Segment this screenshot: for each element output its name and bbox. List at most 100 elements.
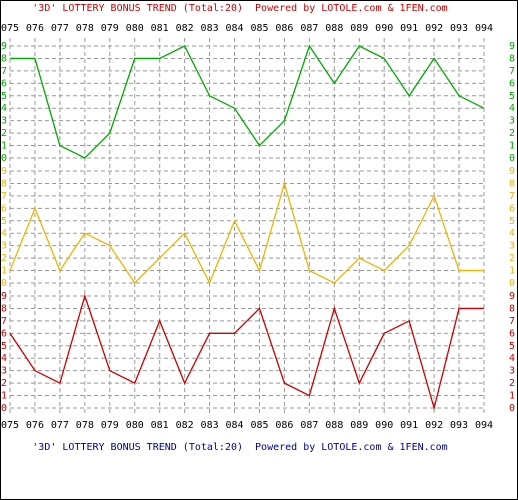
x-tick-label: 079 bbox=[101, 420, 119, 431]
y-tick-label: 5 bbox=[1, 341, 7, 352]
x-tick-label: 076 bbox=[26, 23, 44, 34]
y-tick-label: 9 bbox=[509, 41, 515, 52]
y-tick-label: 6 bbox=[1, 328, 7, 339]
chart-title: '3D' LOTTERY BONUS TREND (Total:20) Powe… bbox=[32, 3, 447, 14]
y-tick-label: 2 bbox=[1, 128, 7, 139]
x-tick-label: 079 bbox=[101, 23, 119, 34]
x-tick-label: 090 bbox=[375, 420, 393, 431]
x-tick-label: 077 bbox=[51, 23, 69, 34]
y-tick-label: 9 bbox=[1, 166, 7, 177]
x-tick-label: 080 bbox=[126, 420, 144, 431]
y-tick-label: 5 bbox=[1, 91, 7, 102]
y-tick-label: 4 bbox=[509, 103, 515, 114]
x-tick-label: 085 bbox=[250, 23, 268, 34]
y-tick-label: 0 bbox=[1, 278, 7, 289]
y-tick-label: 1 bbox=[1, 391, 7, 402]
x-tick-label: 094 bbox=[475, 23, 493, 34]
y-tick-label: 2 bbox=[1, 253, 7, 264]
y-tick-label: 5 bbox=[509, 341, 515, 352]
x-tick-label: 088 bbox=[325, 23, 343, 34]
x-tick-label: 081 bbox=[151, 23, 169, 34]
x-tick-label: 086 bbox=[275, 23, 293, 34]
y-tick-label: 9 bbox=[509, 291, 515, 302]
x-tick-label: 075 bbox=[1, 420, 19, 431]
y-tick-label: 1 bbox=[509, 141, 515, 152]
x-tick-label: 093 bbox=[450, 23, 468, 34]
y-tick-label: 8 bbox=[509, 178, 515, 189]
y-tick-label: 6 bbox=[509, 78, 515, 89]
x-tick-label: 083 bbox=[201, 420, 219, 431]
y-tick-label: 0 bbox=[509, 153, 515, 164]
y-tick-label: 8 bbox=[1, 53, 7, 64]
y-tick-label: 6 bbox=[1, 78, 7, 89]
y-tick-label: 1 bbox=[509, 391, 515, 402]
x-tick-label: 077 bbox=[51, 420, 69, 431]
trend-line bbox=[10, 44, 485, 159]
x-tick-label: 089 bbox=[350, 23, 368, 34]
y-tick-label: 2 bbox=[509, 253, 515, 264]
y-tick-label: 6 bbox=[1, 203, 7, 214]
y-tick-label: 2 bbox=[509, 378, 515, 389]
y-tick-label: 8 bbox=[1, 303, 7, 314]
y-tick-label: 4 bbox=[1, 103, 7, 114]
y-tick-label: 4 bbox=[1, 228, 7, 239]
y-tick-label: 6 bbox=[509, 328, 515, 339]
x-tick-label: 082 bbox=[176, 23, 194, 34]
y-tick-label: 3 bbox=[509, 366, 515, 377]
y-tick-label: 8 bbox=[509, 303, 515, 314]
y-tick-label: 6 bbox=[509, 203, 515, 214]
y-tick-label: 9 bbox=[1, 41, 7, 52]
x-tick-label: 086 bbox=[275, 420, 293, 431]
y-tick-label: 1 bbox=[1, 141, 7, 152]
trend-line bbox=[9, 181, 484, 285]
y-tick-label: 1 bbox=[1, 266, 7, 277]
y-tick-label: 7 bbox=[1, 316, 7, 327]
y-tick-label: 7 bbox=[1, 66, 7, 77]
y-tick-label: 2 bbox=[509, 128, 515, 139]
x-tick-label: 076 bbox=[26, 420, 44, 431]
x-tick-label: 093 bbox=[450, 420, 468, 431]
y-tick-label: 7 bbox=[1, 191, 7, 202]
x-tick-label: 085 bbox=[250, 420, 268, 431]
x-tick-label: 087 bbox=[300, 420, 318, 431]
x-tick-label: 092 bbox=[425, 420, 443, 431]
y-tick-label: 0 bbox=[509, 403, 515, 414]
y-tick-label: 8 bbox=[509, 53, 515, 64]
y-tick-label: 3 bbox=[1, 366, 7, 377]
x-tick-label: 084 bbox=[225, 23, 243, 34]
x-tick-label: 092 bbox=[425, 23, 443, 34]
x-tick-label: 078 bbox=[76, 23, 94, 34]
y-tick-label: 7 bbox=[509, 66, 515, 77]
x-tick-label: 091 bbox=[400, 420, 418, 431]
x-tick-label: 089 bbox=[350, 420, 368, 431]
x-tick-label: 080 bbox=[126, 23, 144, 34]
y-tick-label: 4 bbox=[509, 353, 515, 364]
x-tick-label: 078 bbox=[76, 420, 94, 431]
y-tick-label: 5 bbox=[509, 91, 515, 102]
y-tick-label: 0 bbox=[1, 403, 7, 414]
trend-line bbox=[9, 293, 484, 411]
x-tick-label: 084 bbox=[225, 420, 243, 431]
y-tick-label: 3 bbox=[509, 116, 515, 127]
y-tick-label: 9 bbox=[1, 291, 7, 302]
y-tick-label: 8 bbox=[1, 178, 7, 189]
y-tick-label: 7 bbox=[509, 191, 515, 202]
chart-footer-title: '3D' LOTTERY BONUS TREND (Total:20) Powe… bbox=[32, 442, 447, 453]
y-tick-label: 4 bbox=[509, 228, 515, 239]
y-tick-label: 1 bbox=[509, 266, 515, 277]
y-tick-label: 3 bbox=[1, 241, 7, 252]
x-tick-label: 091 bbox=[400, 23, 418, 34]
x-tick-label: 082 bbox=[176, 420, 194, 431]
x-tick-label: 087 bbox=[300, 23, 318, 34]
y-tick-label: 4 bbox=[1, 353, 7, 364]
x-tick-label: 075 bbox=[1, 23, 19, 34]
x-tick-label: 081 bbox=[151, 420, 169, 431]
y-tick-label: 0 bbox=[1, 153, 7, 164]
y-tick-label: 3 bbox=[509, 241, 515, 252]
y-tick-label: 7 bbox=[509, 316, 515, 327]
y-tick-label: 0 bbox=[509, 278, 515, 289]
x-tick-label: 090 bbox=[375, 23, 393, 34]
y-tick-label: 3 bbox=[1, 116, 7, 127]
